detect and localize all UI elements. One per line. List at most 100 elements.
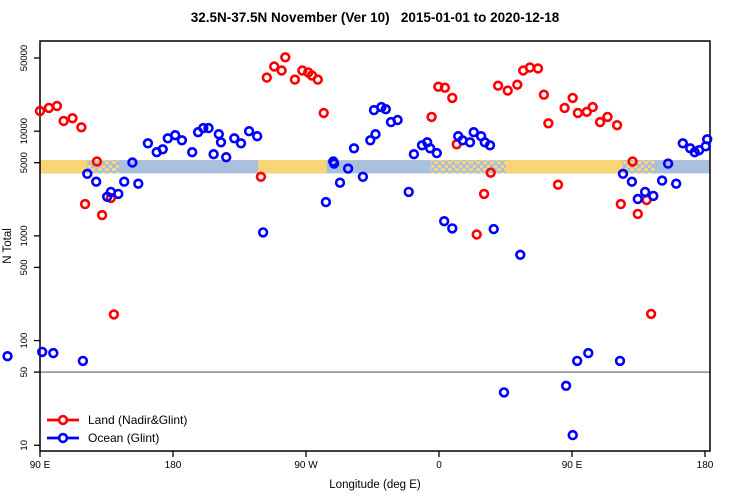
scatter-point	[524, 62, 536, 73]
y-tick-label: 50000	[19, 45, 30, 71]
scatter-point	[431, 147, 442, 159]
scatter-point	[176, 135, 188, 146]
scatter-point	[552, 179, 564, 190]
scatter-point	[142, 138, 154, 149]
scatter-point	[515, 249, 526, 261]
scatter-point	[447, 223, 458, 234]
strip-land	[257, 160, 327, 174]
scatter-point	[213, 129, 225, 140]
scatter-point	[342, 163, 354, 174]
scatter-point	[82, 168, 93, 180]
series-land	[34, 52, 657, 320]
y-tick-label: 10	[19, 440, 30, 451]
y-tick-label: 100	[19, 333, 30, 349]
y-axis-label: N Total	[2, 228, 14, 264]
scatter-point	[468, 127, 479, 138]
y-tick-label: 1000	[19, 225, 30, 246]
scatter-point	[43, 102, 55, 114]
scatter-point	[567, 429, 578, 441]
scatter-point	[187, 147, 198, 158]
x-tick-label: 0	[436, 460, 442, 471]
scatter-point	[639, 186, 651, 198]
scatter-point	[170, 130, 181, 141]
scatter-point	[257, 227, 269, 238]
scatter-point	[113, 188, 124, 200]
scatter-point	[560, 380, 572, 391]
x-tick-label: 90 W	[294, 460, 318, 471]
scatter-point	[365, 135, 376, 146]
scatter-point	[370, 129, 381, 140]
legend-marker	[57, 414, 69, 426]
scatter-point	[289, 74, 301, 85]
scatter-point	[133, 178, 144, 189]
scatter-point	[198, 122, 209, 134]
x-tick-label: 90 E	[562, 460, 583, 471]
scatter-point	[261, 72, 272, 83]
scatter-point	[478, 188, 490, 200]
scatter-point	[677, 138, 688, 149]
scatter-point	[91, 156, 103, 167]
scatter-point	[157, 144, 168, 155]
scatter-point	[208, 149, 219, 160]
scatter-point	[96, 209, 108, 221]
scatter-point	[656, 175, 668, 186]
scatter-point	[221, 152, 232, 163]
scatter-point	[701, 134, 713, 145]
scatter-point	[392, 114, 403, 126]
scatter-point	[572, 107, 584, 119]
legend: Land (Nadir&Glint) Ocean (Glint)	[47, 413, 187, 445]
scatter-point	[34, 105, 46, 117]
scatter-point	[670, 178, 682, 189]
series-ocean	[2, 101, 713, 441]
scatter-point	[255, 171, 267, 183]
scatter-point	[567, 92, 578, 104]
scatter-point	[312, 74, 323, 85]
scatter-point	[571, 355, 583, 367]
legend-label: Ocean (Glint)	[88, 431, 159, 445]
scatter-point	[320, 196, 332, 208]
scatter-point	[611, 119, 623, 131]
scatter-point	[215, 137, 227, 148]
scatter-point	[235, 138, 247, 149]
scatter-point	[79, 198, 91, 210]
scatter-point	[492, 80, 504, 91]
scatter-point	[229, 133, 240, 144]
scatter-point	[67, 112, 78, 124]
scatter-point	[280, 52, 291, 63]
strip-land	[40, 160, 88, 174]
y-tick-label: 10000	[19, 118, 30, 144]
scatter-point	[648, 190, 659, 202]
scatter-point	[498, 387, 510, 398]
scatter-point	[348, 143, 360, 154]
scatter-point	[485, 167, 496, 178]
scatter-point	[464, 137, 476, 148]
scatter-point	[36, 346, 48, 358]
scatter-point	[243, 125, 255, 137]
x-tick-label: 90 E	[30, 460, 51, 471]
scatter-point	[632, 193, 643, 205]
scatter-point	[58, 115, 69, 127]
strip-land	[505, 160, 623, 174]
scatter-point	[632, 208, 643, 220]
scatter-point	[627, 156, 638, 167]
scatter-point	[447, 92, 458, 104]
scatter-point	[532, 63, 544, 74]
scatter-point	[203, 122, 214, 134]
legend-marker	[57, 432, 69, 444]
y-tick-label: 50	[19, 367, 30, 378]
scatter-point	[543, 118, 554, 129]
scatter-point	[276, 65, 287, 76]
scatter-point	[615, 198, 626, 210]
scatter-point	[439, 82, 451, 93]
scatter-point	[502, 85, 513, 96]
scatter-point	[594, 116, 606, 128]
scatter-point	[426, 111, 437, 123]
scatter-point	[318, 107, 329, 119]
scatter-point	[583, 347, 594, 359]
plot-border	[39, 40, 711, 452]
scatter-point	[408, 149, 420, 160]
scatter-point	[403, 186, 414, 198]
scatter-point	[617, 168, 629, 180]
scatter-point	[90, 176, 102, 187]
